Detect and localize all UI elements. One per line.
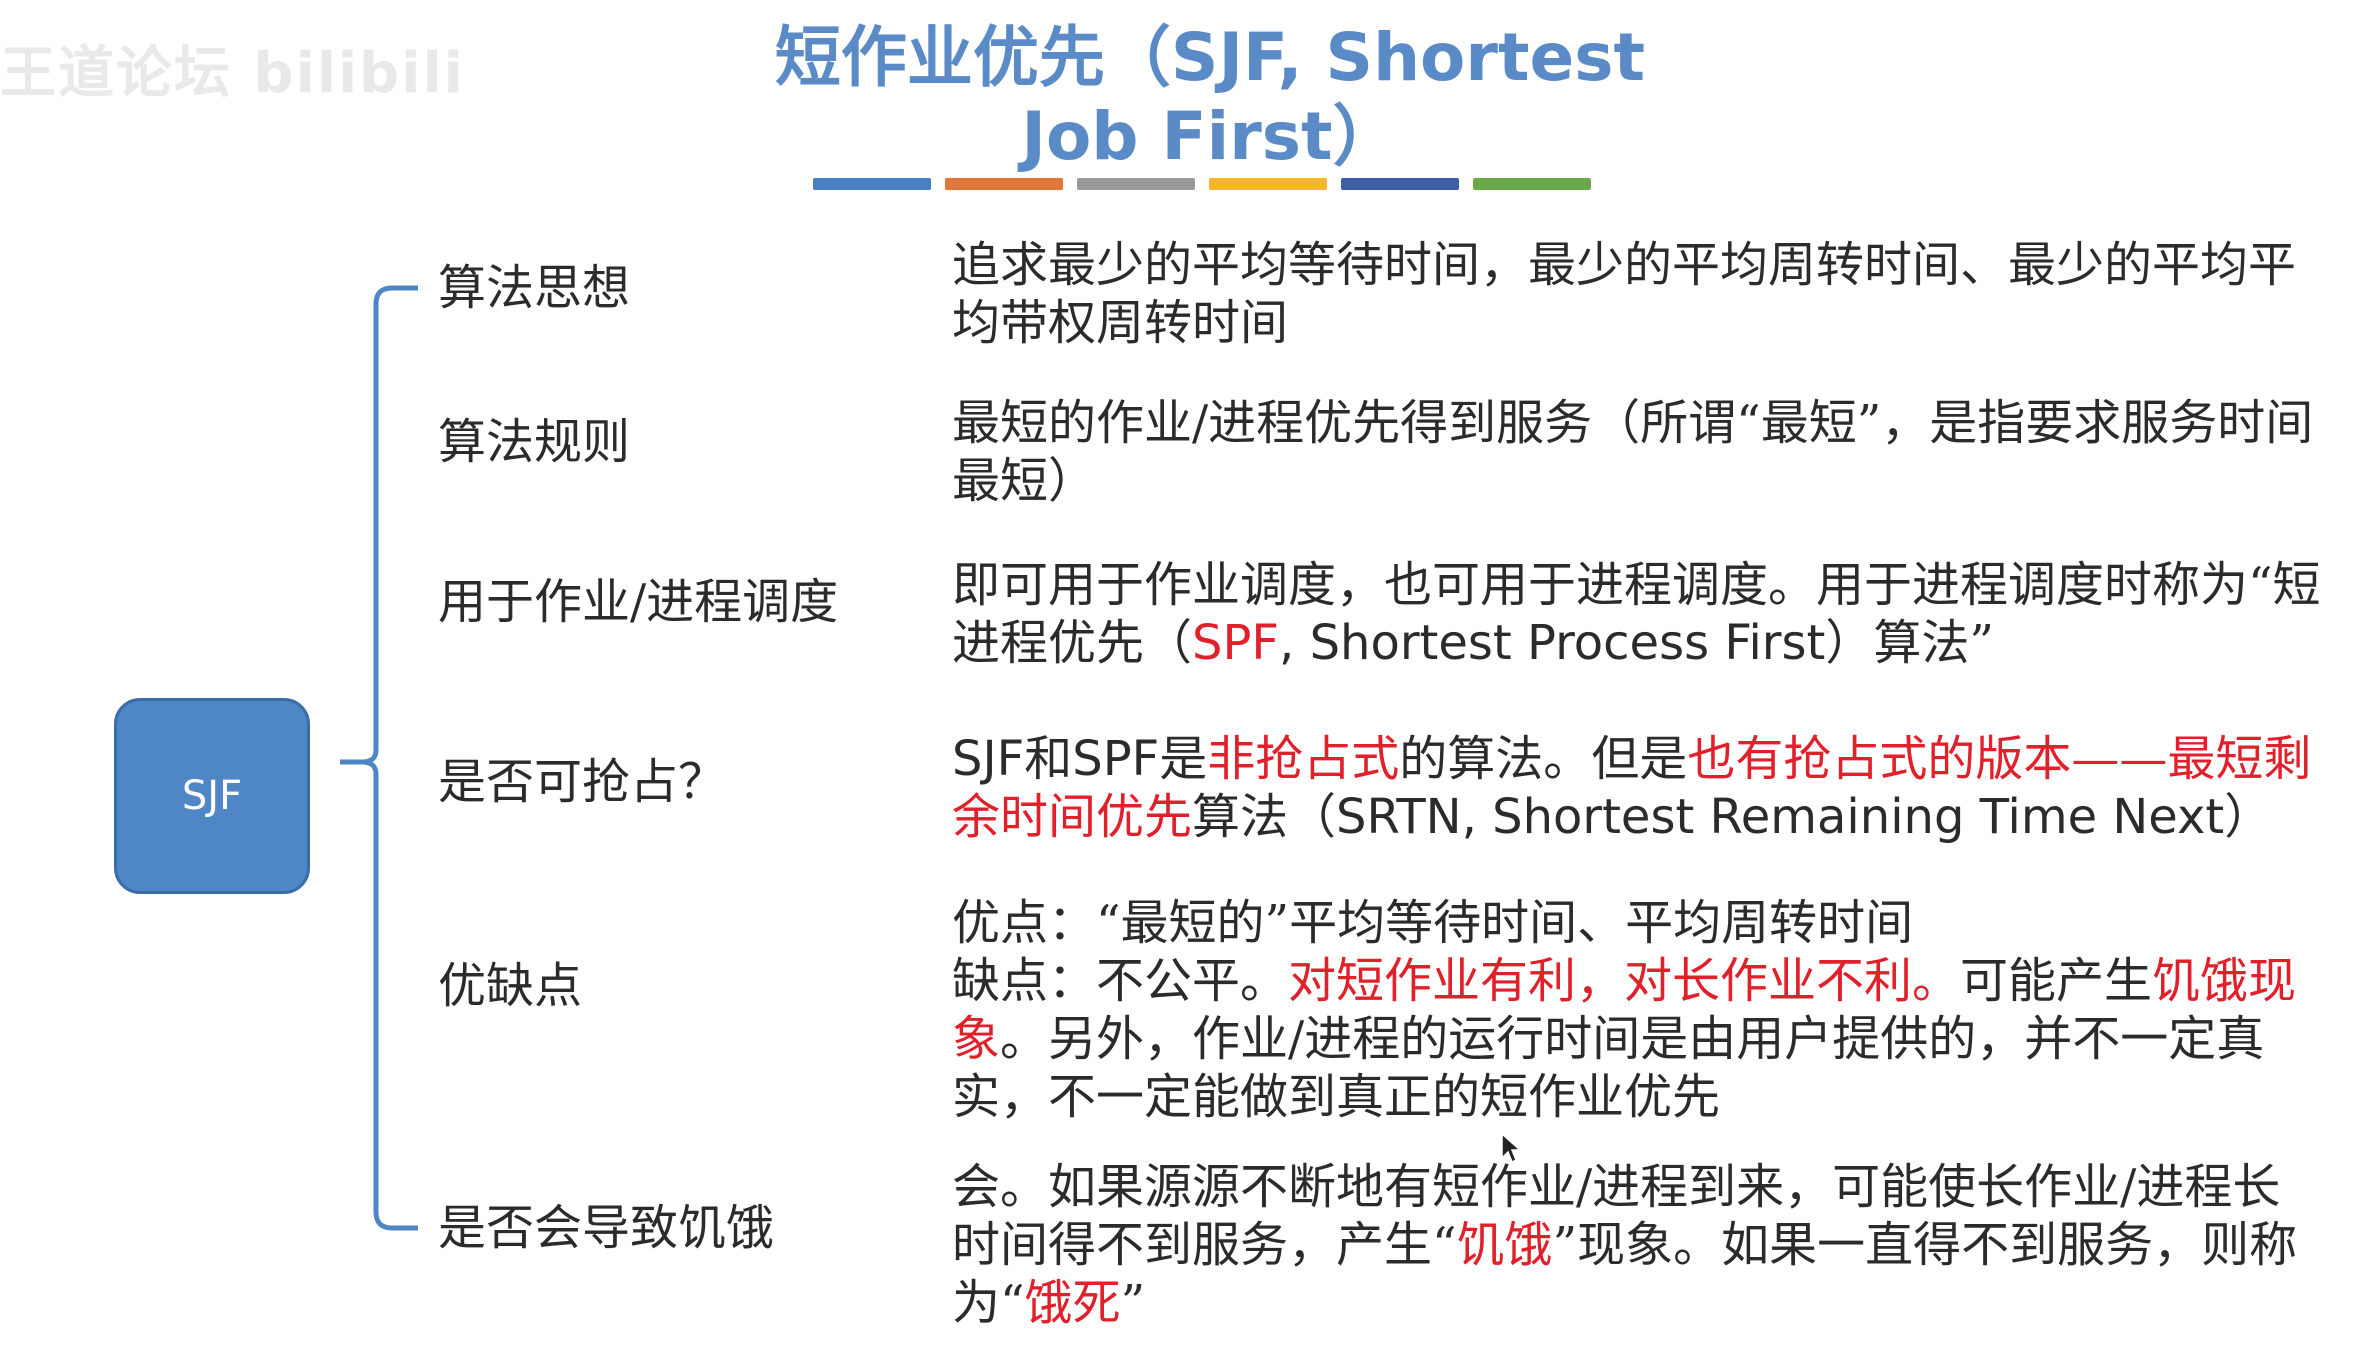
description-text: 。另外，作业/进程的运行时间是由用户提供的，并不一定真实，不一定能做到真正的短作… [952,1011,2265,1125]
description-text: ） [2224,789,2273,845]
row-label: 算法规则 [438,414,631,470]
description-text: 缺点：不公平。 [952,953,1289,1009]
title-bar-3 [1077,178,1195,190]
title-bar-2 [945,178,1063,190]
title-color-bars [813,178,1591,190]
highlighted-text: 也有抢占式的版本——最短剩余时间优先 [952,731,2312,845]
description-text: 即可用于作业调度，也可用于进程调度。用于进程调度时称为“短进程优先（ [952,557,2321,671]
title-cn: 短作业优先（ [774,18,1171,96]
sjf-root-label: SJF [181,773,243,819]
highlighted-text: 非抢占式 [1207,731,1400,787]
description-text: 算法（ [1192,789,1337,845]
description-text: 最短的作业/进程优先得到服务（所谓“最短”，是指要求服务时间最短） [952,395,2314,509]
row-description: SJF和SPF是非抢占式的算法。但是也有抢占式的版本——最短剩余时间优先算法（S… [952,730,2322,846]
highlighted-text: 饥饿 [1456,1217,1553,1273]
description-text: ”现象。如果一直得不到服务，则称为“ [952,1217,2298,1331]
description-text: ）算法” [1825,615,1994,671]
description-text: SRTN, Shortest Remaining Time Next [1336,789,2225,845]
title-bar-4 [1209,178,1327,190]
title-bar-6 [1473,178,1591,190]
row-label: 算法思想 [438,260,631,316]
description-text: 可能产生 [1960,953,2153,1009]
description-text: , Shortest Process First [1279,615,1826,671]
title-bar-1 [813,178,931,190]
row-label: 是否会导致饥饿 [438,1200,775,1256]
row-description: 会。如果源源不断地有短作业/进程到来，可能使长作业/进程长时间得不到服务，产生“… [952,1158,2322,1332]
slide-title: 短作业优先（SJF, Shortest Job First） [760,18,1660,176]
row-description: 优点：“最短的”平均等待时间、平均周转时间 缺点：不公平。对短作业有利，对长作业不… [952,894,2322,1126]
highlighted-text: SPF [1192,615,1280,671]
mouse-cursor-icon [1501,1132,1522,1164]
highlighted-text: 饿死 [1024,1275,1121,1331]
description-text: 优点：“最短的”平均等待时间、平均周转时间 [952,895,1914,951]
description-text: SJF和SPF [952,731,1160,787]
title-close-paren: ） [1332,97,1399,175]
highlighted-text: 对短作业有利，对长作业不利。 [1288,953,1961,1009]
description-text: ” [1120,1275,1146,1331]
title-en-line2: Job First [1021,98,1333,175]
watermark-logo: 王道论坛 bilibili [0,41,465,106]
tree-bracket [340,285,418,1231]
description-text: 会。如果源源不断地有短作业/进程到来，可能使长作业/进程长时间得不到服务，产生“ [952,1159,2281,1273]
row-label: 用于作业/进程调度 [438,574,839,630]
row-description: 追求最少的平均等待时间，最少的平均周转时间、最少的平均平均带权周转时间 [952,236,2322,352]
row-label: 优缺点 [438,958,583,1014]
description-text: 追求最少的平均等待时间，最少的平均周转时间、最少的平均平均带权周转时间 [952,237,2297,351]
description-text: 是 [1159,731,1208,787]
sjf-root-node: SJF [114,698,310,894]
description-text: 的算法。但是 [1399,731,1688,787]
row-description: 即可用于作业调度，也可用于进程调度。用于进程调度时称为“短进程优先（SPF, S… [952,556,2322,672]
title-bar-5 [1341,178,1459,190]
title-en-line1: SJF, Shortest [1170,19,1646,96]
row-label: 是否可抢占？ [438,754,727,810]
highlighted-text: 饥饿现象 [952,953,2297,1067]
row-description: 最短的作业/进程优先得到服务（所谓“最短”，是指要求服务时间最短） [952,394,2322,510]
